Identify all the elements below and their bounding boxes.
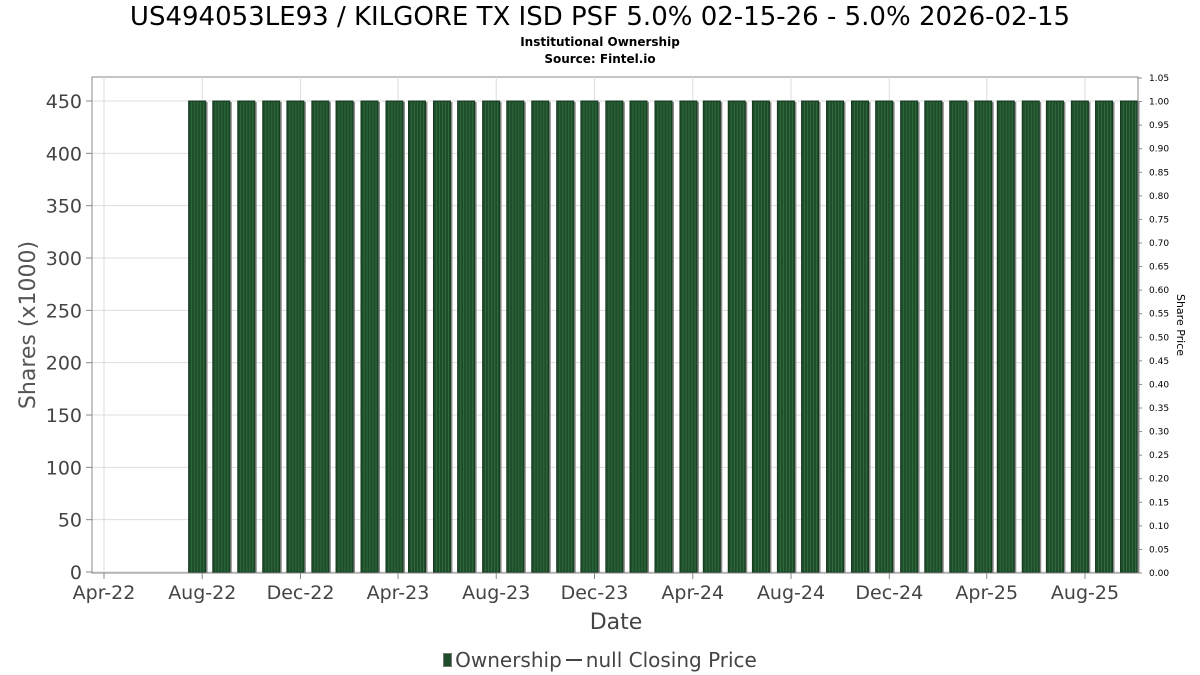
ownership-bar bbox=[506, 100, 525, 573]
ownership-bar bbox=[996, 100, 1015, 573]
ownership-bar bbox=[654, 100, 673, 573]
ownership-bar bbox=[432, 100, 451, 573]
ownership-bar bbox=[385, 100, 404, 573]
ownership-bar bbox=[629, 100, 648, 573]
ownership-bar bbox=[457, 100, 476, 573]
price-legend-line bbox=[565, 658, 582, 661]
y2-tick-label: 0.35 bbox=[1149, 404, 1169, 414]
ownership-bar bbox=[531, 100, 550, 573]
ownership-bar bbox=[924, 100, 943, 573]
ownership-bar bbox=[360, 100, 379, 573]
y2-tick-label: 0.90 bbox=[1149, 145, 1169, 155]
ownership-bar bbox=[1070, 100, 1089, 573]
ownership-bar bbox=[335, 100, 354, 573]
price-legend-label: null Closing Price bbox=[585, 648, 757, 672]
y2-tick-label: 0.95 bbox=[1149, 121, 1169, 131]
ownership-bar bbox=[556, 100, 575, 573]
ownership-bar bbox=[949, 100, 968, 573]
chart-subtitle: Institutional Ownership bbox=[520, 35, 680, 49]
y-tick-label: 100 bbox=[46, 457, 82, 479]
y2-tick-label: 0.10 bbox=[1149, 522, 1169, 532]
ownership-bar bbox=[605, 100, 624, 573]
y-tick-label: 200 bbox=[46, 353, 82, 375]
ownership-bar bbox=[311, 100, 330, 573]
ownership-bar bbox=[801, 100, 820, 573]
ownership-legend-label: Ownership bbox=[455, 648, 562, 672]
x-tick-label: Aug-22 bbox=[168, 582, 236, 604]
ownership-bar bbox=[679, 100, 698, 573]
y2-axis-label: Share Price bbox=[1174, 294, 1187, 356]
ownership-bar bbox=[1045, 100, 1064, 573]
y2-tick-label: 0.55 bbox=[1149, 310, 1169, 320]
ownership-bar bbox=[408, 100, 427, 573]
y2-tick-label: 0.70 bbox=[1149, 239, 1169, 249]
y2-tick-label: 0.30 bbox=[1149, 428, 1169, 438]
ownership-bar bbox=[212, 100, 231, 573]
ownership-bar bbox=[850, 100, 869, 573]
y-tick-label: 300 bbox=[46, 248, 82, 270]
ownership-bar bbox=[262, 100, 281, 573]
axes: 0 50 100 150 200 250 300 350 400 450 0.00 0.05 0.10 0… bbox=[46, 74, 1170, 604]
ownership-bar bbox=[237, 100, 256, 573]
y2-tick-label: 0.20 bbox=[1149, 475, 1169, 485]
x-tick-label: Dec-23 bbox=[561, 582, 629, 604]
ownership-bar bbox=[580, 100, 599, 573]
x-tick-label: Apr-25 bbox=[955, 582, 1018, 604]
ownership-bar bbox=[826, 100, 845, 573]
ownership-bar bbox=[751, 100, 770, 573]
y-axis-label: Shares (x1000) bbox=[16, 241, 41, 409]
y-tick-label: 250 bbox=[46, 300, 82, 322]
ownership-bar bbox=[727, 100, 746, 573]
y2-tick-label: 0.50 bbox=[1149, 333, 1169, 343]
ownership-bar bbox=[482, 100, 501, 573]
ownership-bar bbox=[1021, 100, 1040, 573]
y2-tick-label: 0.75 bbox=[1149, 215, 1169, 225]
ownership-bar bbox=[1095, 100, 1114, 573]
x-tick-label: Aug-25 bbox=[1051, 582, 1119, 604]
chart-title: US494053LE93 / KILGORE TX ISD PSF 5.0% 0… bbox=[129, 2, 1071, 32]
y2-tick-label: 0.65 bbox=[1149, 263, 1169, 273]
ownership-bar bbox=[776, 100, 795, 573]
y2-tick-label: 0.85 bbox=[1149, 168, 1169, 178]
bar-series-ownership bbox=[188, 100, 1140, 573]
ownership-bar bbox=[286, 100, 305, 573]
y2-tick-label: 0.00 bbox=[1149, 569, 1169, 579]
x-tick-label: Apr-24 bbox=[661, 582, 724, 604]
x-tick-label: Aug-24 bbox=[757, 582, 825, 604]
ownership-bar bbox=[875, 100, 894, 573]
x-tick-label: Aug-23 bbox=[462, 582, 530, 604]
x-tick-label: Apr-22 bbox=[73, 582, 136, 604]
y-tick-label: 50 bbox=[58, 510, 82, 532]
y2-tick-label: 0.05 bbox=[1149, 545, 1169, 555]
ownership-bar bbox=[1120, 100, 1138, 573]
y2-tick-label: 1.00 bbox=[1149, 98, 1169, 108]
ownership-bar bbox=[974, 100, 993, 573]
y2-tick-label: 0.45 bbox=[1149, 357, 1169, 367]
y-tick-label: 150 bbox=[46, 405, 82, 427]
ownership-bar bbox=[188, 100, 207, 573]
y-tick-label: 0 bbox=[70, 562, 82, 584]
y2-tick-label: 1.05 bbox=[1149, 74, 1169, 84]
x-tick-label: Dec-24 bbox=[855, 582, 923, 604]
y-tick-label: 350 bbox=[46, 196, 82, 218]
y2-tick-label: 0.80 bbox=[1149, 192, 1169, 202]
y-tick-label: 450 bbox=[46, 91, 82, 113]
ownership-bar bbox=[900, 100, 919, 573]
y2-tick-label: 0.40 bbox=[1149, 380, 1169, 390]
x-axis-label: Date bbox=[590, 610, 643, 635]
x-tick-label: Apr-23 bbox=[367, 582, 430, 604]
chart-source: Source: Fintel.io bbox=[544, 52, 656, 66]
ownership-legend-swatch bbox=[443, 652, 453, 667]
y2-tick-label: 0.25 bbox=[1149, 451, 1169, 461]
x-tick-label: Dec-22 bbox=[267, 582, 335, 604]
y-tick-label: 400 bbox=[46, 143, 82, 165]
chart-legend: Ownership null Closing Price bbox=[0, 648, 1200, 672]
ownership-bar bbox=[702, 100, 721, 573]
y2-tick-label: 0.60 bbox=[1149, 286, 1169, 296]
y2-tick-label: 0.15 bbox=[1149, 498, 1169, 508]
